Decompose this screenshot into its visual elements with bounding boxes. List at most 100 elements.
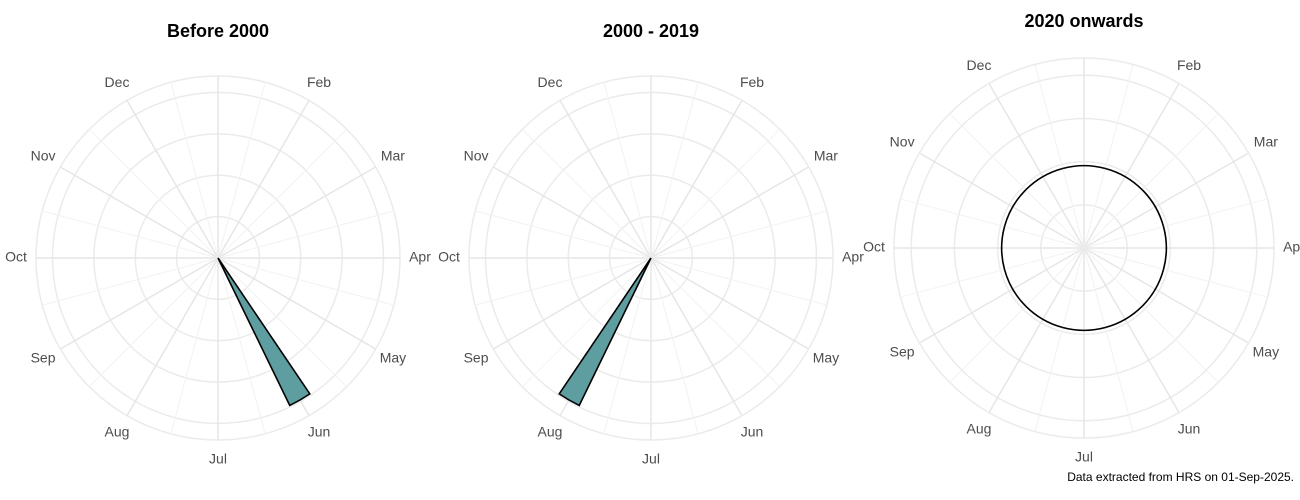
grid-spoke bbox=[650, 128, 781, 259]
grid-spoke bbox=[60, 257, 219, 350]
angle-tick-label: Apr bbox=[1283, 239, 1300, 255]
grid-spoke bbox=[949, 247, 1085, 383]
angle-tick-label: Oct bbox=[438, 249, 460, 265]
grid-spoke bbox=[1083, 247, 1180, 413]
angle-tick-label: May bbox=[813, 350, 839, 366]
bar bbox=[1003, 189, 1027, 227]
angle-tick-label: Jun bbox=[741, 424, 764, 440]
grid-spoke bbox=[650, 210, 827, 259]
grid-spoke bbox=[650, 257, 827, 306]
grid-spoke bbox=[217, 257, 394, 306]
grid-spoke bbox=[650, 257, 699, 434]
grid-spoke bbox=[650, 166, 809, 259]
bar bbox=[558, 257, 652, 407]
angle-tick-label: Dec bbox=[538, 74, 563, 90]
grid-spoke bbox=[217, 257, 266, 434]
grid-spoke bbox=[1083, 247, 1249, 344]
angle-tick-label: Jul bbox=[209, 451, 227, 467]
grid-spoke bbox=[217, 257, 348, 388]
grid-spoke bbox=[126, 100, 219, 259]
grid-spoke bbox=[1034, 247, 1085, 432]
grid-spoke bbox=[475, 257, 652, 306]
angle-tick-label: Sep bbox=[31, 350, 56, 366]
angle-tick-label: Feb bbox=[1177, 57, 1201, 73]
angle-tick-label: Feb bbox=[307, 74, 331, 90]
grid-spoke bbox=[900, 247, 1085, 298]
grid-spoke bbox=[217, 257, 376, 350]
angle-tick-label: Jun bbox=[308, 424, 331, 440]
grid-spoke bbox=[1083, 113, 1219, 249]
angle-tick-label: Nov bbox=[31, 148, 56, 164]
angle-tick-label: Sep bbox=[890, 344, 915, 360]
grid-spoke bbox=[1083, 152, 1249, 249]
grid-spoke bbox=[521, 257, 652, 388]
grid-spoke bbox=[217, 210, 394, 259]
angle-tick-label: Feb bbox=[740, 74, 764, 90]
angle-tick-label: Nov bbox=[464, 148, 489, 164]
grid-spoke bbox=[1083, 198, 1268, 249]
angle-tick-label: May bbox=[380, 350, 406, 366]
bar bbox=[1025, 305, 1063, 329]
bar bbox=[1105, 167, 1143, 191]
bar bbox=[1105, 305, 1143, 329]
angle-tick-label: Mar bbox=[814, 148, 838, 164]
angle-tick-label: May bbox=[1253, 344, 1279, 360]
grid-spoke bbox=[88, 128, 219, 259]
grid-spoke bbox=[1083, 64, 1134, 249]
grid-spoke bbox=[475, 210, 652, 259]
angle-tick-label: Jul bbox=[642, 451, 660, 467]
angle-tick-label: Oct bbox=[5, 249, 27, 265]
bar bbox=[1141, 189, 1165, 227]
grid-spoke bbox=[217, 166, 376, 259]
caption: Data extracted from HRS on 01-Sep-2025. bbox=[1067, 470, 1294, 484]
grid-spoke bbox=[42, 257, 219, 306]
grid-spoke bbox=[988, 247, 1085, 413]
angle-tick-label: Apr bbox=[409, 249, 431, 265]
grid-spoke bbox=[42, 210, 219, 259]
grid-spoke bbox=[603, 82, 652, 259]
bar bbox=[1025, 167, 1063, 191]
grid-spoke bbox=[1034, 64, 1085, 249]
chart-title: Before 2000 bbox=[167, 21, 269, 41]
angle-tick-label: Jul bbox=[1075, 449, 1093, 465]
angle-tick-label: Apr bbox=[842, 249, 864, 265]
grid-spoke bbox=[559, 100, 652, 259]
grid-spoke bbox=[650, 100, 743, 259]
grid-spoke bbox=[217, 82, 266, 259]
angle-tick-label: Mar bbox=[1254, 134, 1278, 150]
grid-spoke bbox=[650, 82, 699, 259]
angle-tick-label: Aug bbox=[538, 424, 563, 440]
angle-tick-label: Sep bbox=[464, 350, 489, 366]
grid-spoke bbox=[60, 166, 219, 259]
grid-spoke bbox=[919, 152, 1085, 249]
angle-tick-label: Nov bbox=[890, 134, 915, 150]
grid-spoke bbox=[900, 198, 1085, 249]
grid-spoke bbox=[650, 257, 809, 350]
grid-spoke bbox=[493, 257, 652, 350]
chart-title: 2020 onwards bbox=[1024, 11, 1143, 31]
angle-tick-label: Dec bbox=[967, 57, 992, 73]
grid-spoke bbox=[217, 100, 310, 259]
angle-tick-label: Jun bbox=[1178, 421, 1201, 437]
grid-spoke bbox=[1083, 83, 1180, 249]
grid-spoke bbox=[650, 257, 743, 416]
angle-tick-label: Oct bbox=[863, 239, 885, 255]
grid-spoke bbox=[170, 257, 219, 434]
grid-spoke bbox=[949, 113, 1085, 249]
bar bbox=[1062, 326, 1106, 332]
grid-spoke bbox=[1083, 247, 1134, 432]
bar bbox=[1062, 164, 1106, 170]
grid-spoke bbox=[170, 82, 219, 259]
grid-spoke bbox=[650, 257, 781, 388]
angle-tick-label: Aug bbox=[967, 421, 992, 437]
grid-spoke bbox=[1083, 247, 1219, 383]
angle-tick-label: Aug bbox=[105, 424, 130, 440]
bar bbox=[217, 257, 311, 407]
angle-tick-label: Mar bbox=[381, 148, 405, 164]
bar bbox=[1162, 226, 1168, 270]
grid-spoke bbox=[919, 247, 1085, 344]
grid-spoke bbox=[521, 128, 652, 259]
chart-title: 2000 - 2019 bbox=[603, 21, 699, 41]
